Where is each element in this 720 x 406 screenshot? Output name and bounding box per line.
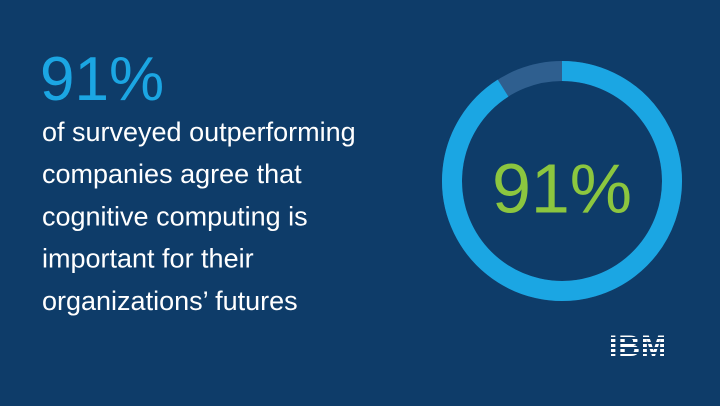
donut	[442, 61, 682, 301]
stripe	[600, 342, 678, 344]
stripe	[600, 347, 678, 349]
donut-arc	[442, 61, 682, 301]
body-line: organizations’ futures	[42, 286, 298, 316]
logo: IBM	[609, 330, 667, 363]
body-text: of surveyed outperforming companies agree…	[42, 117, 356, 316]
stripe	[600, 337, 678, 339]
headline: 91%	[40, 45, 164, 114]
body-line: companies agree that	[42, 159, 302, 189]
stripe	[600, 352, 678, 354]
center-label: 91%	[492, 149, 632, 227]
body-line: of surveyed outperforming	[42, 117, 356, 147]
body-line: cognitive computing is	[42, 201, 308, 231]
body-line: important for their	[42, 244, 254, 274]
logo-stripes	[600, 337, 678, 354]
